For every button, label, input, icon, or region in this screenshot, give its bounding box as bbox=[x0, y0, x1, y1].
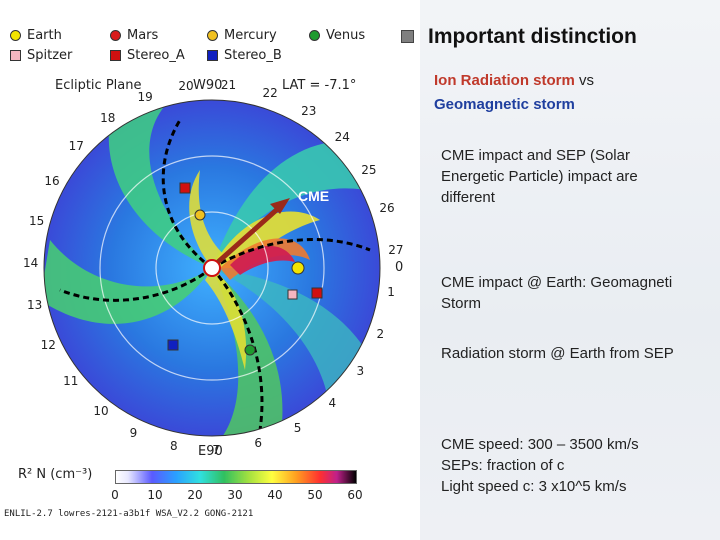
clock-tick-15: 15 bbox=[28, 213, 45, 228]
legend-label: Spitzer bbox=[27, 48, 73, 63]
spitzer-marker-icon bbox=[10, 50, 21, 61]
solar-wind-density-map bbox=[43, 99, 381, 437]
subtitle-radiation: Ion Radiation storm bbox=[434, 72, 575, 89]
clock-tick-23: 23 bbox=[301, 103, 317, 118]
clock-tick-10: 10 bbox=[93, 404, 109, 419]
para-line: CME impact @ Earth: Geomagneti bbox=[441, 274, 673, 291]
earth-marker-icon bbox=[10, 30, 21, 41]
clock-tick-12: 12 bbox=[40, 338, 56, 353]
legend-stereo-a: Stereo_A bbox=[110, 48, 185, 63]
clock-tick-20: 20 bbox=[178, 79, 194, 94]
legend-spitzer: Spitzer bbox=[10, 48, 72, 63]
slide-title: Important distinction bbox=[428, 25, 637, 48]
colorbar-tick-0: 0 bbox=[111, 488, 119, 502]
clock-tick-9: 9 bbox=[129, 426, 138, 441]
legend-mercury: Mercury bbox=[207, 28, 277, 43]
density-colorbar bbox=[115, 470, 357, 484]
clock-tick-21: 21 bbox=[220, 77, 237, 92]
spitzer-position-icon bbox=[287, 289, 298, 300]
cme-arrow-head-icon bbox=[270, 198, 290, 214]
model-footer: ENLIL-2.7 lowres-2121-a3b1f WSA_V2.2 GON… bbox=[4, 509, 254, 519]
clock-tick-8: 8 bbox=[170, 439, 178, 454]
legend-label: Earth bbox=[27, 28, 62, 43]
mercury-marker-icon bbox=[207, 30, 218, 41]
clock-tick-5: 5 bbox=[293, 420, 302, 435]
clock-tick-1: 1 bbox=[387, 285, 395, 300]
range-rings bbox=[99, 155, 325, 381]
clock-tick-19: 19 bbox=[137, 90, 153, 105]
clock-tick-27: 27 bbox=[388, 242, 404, 257]
plot-border bbox=[43, 99, 381, 437]
colorbar-tick-60: 60 bbox=[347, 488, 363, 502]
para-line: SEPs: fraction of c bbox=[441, 457, 565, 474]
cme-label: CME bbox=[298, 188, 330, 204]
lat-label: LAT = -7.1° bbox=[282, 78, 357, 93]
subtitle-line-1: Ion Radiation storm vs bbox=[434, 72, 594, 89]
colorbar-tick-40: 40 bbox=[267, 488, 283, 502]
zero-degree-label: 0 bbox=[395, 260, 404, 275]
sun-marker-icon bbox=[203, 259, 221, 277]
e90-label: E90 bbox=[198, 444, 223, 459]
legend-label: Mercury bbox=[224, 28, 277, 43]
clock-tick-25: 25 bbox=[361, 163, 377, 178]
colorbar-tick-20: 20 bbox=[187, 488, 203, 502]
para-speeds: CME speed: 300 – 3500 km/s SEPs: fractio… bbox=[441, 434, 639, 497]
slide-text-panel bbox=[420, 0, 720, 540]
para-line: Light speed c: 3 x10^5 km/s bbox=[441, 478, 627, 495]
stereo-a-marker-icon bbox=[110, 50, 121, 61]
para-cme-impact: CME impact @ Earth: Geomagneti Storm bbox=[441, 272, 672, 314]
venus-position-icon bbox=[244, 344, 256, 356]
clock-tick-18: 18 bbox=[100, 110, 116, 125]
para-line: CME impact and SEP (Solar bbox=[441, 147, 630, 164]
para-line: Energetic Particle) impact are bbox=[441, 168, 638, 185]
plane-label: Ecliptic Plane bbox=[55, 78, 142, 93]
clock-tick-7: 7 bbox=[212, 442, 221, 457]
para-line: different bbox=[441, 189, 495, 206]
legend-label: Stereo_B bbox=[224, 48, 282, 63]
clock-tick-14: 14 bbox=[23, 255, 39, 270]
clock-tick-13: 13 bbox=[26, 298, 43, 313]
venus-marker-icon bbox=[309, 30, 320, 41]
field-lines bbox=[59, 119, 371, 431]
stereo-b-marker-icon bbox=[207, 50, 218, 61]
colorbar-tick-50: 50 bbox=[307, 488, 323, 502]
w90-label: W90 bbox=[193, 78, 223, 93]
legend-earth: Earth bbox=[10, 28, 62, 43]
stereo-b-position-icon bbox=[167, 339, 179, 351]
mercury-position-icon bbox=[194, 209, 206, 221]
para-cme-sep-difference: CME impact and SEP (Solar Energetic Part… bbox=[441, 145, 638, 208]
legend-mars: Mars bbox=[110, 28, 158, 43]
colorbar-tick-30: 30 bbox=[227, 488, 243, 502]
colorbar-tick-10: 10 bbox=[147, 488, 163, 502]
legend-label: Mars bbox=[127, 28, 159, 43]
mars-marker-icon bbox=[110, 30, 121, 41]
subtitle-line-2: Geomagnetic storm bbox=[434, 96, 575, 113]
clock-tick-24: 24 bbox=[334, 129, 350, 144]
para-radiation-storm: Radiation storm @ Earth from SEP bbox=[441, 345, 674, 362]
clock-tick-11: 11 bbox=[63, 374, 79, 389]
clock-tick-6: 6 bbox=[254, 436, 263, 451]
legend-label: Venus bbox=[326, 28, 366, 43]
colorbar-title: R² N (cm⁻³) bbox=[18, 467, 93, 482]
legend-venus: Venus bbox=[309, 28, 365, 43]
clock-tick-17: 17 bbox=[68, 139, 84, 154]
para-line: CME speed: 300 – 3500 km/s bbox=[441, 436, 639, 453]
clock-tick-2: 2 bbox=[376, 326, 385, 341]
legend-label: Stereo_A bbox=[127, 48, 185, 63]
clock-tick-16: 16 bbox=[44, 174, 60, 189]
clock-tick-26: 26 bbox=[379, 201, 395, 216]
mars-position-icon bbox=[311, 287, 323, 299]
subtitle-vs: vs bbox=[574, 72, 595, 89]
clock-tick-22: 22 bbox=[262, 85, 278, 100]
bullet-square-icon bbox=[401, 30, 414, 43]
clock-tick-3: 3 bbox=[356, 364, 365, 379]
para-line: Storm bbox=[441, 295, 482, 312]
clock-tick-4: 4 bbox=[328, 395, 337, 410]
earth-position-icon bbox=[291, 261, 305, 275]
legend-stereo-b: Stereo_B bbox=[207, 48, 282, 63]
cme-arrow bbox=[216, 203, 284, 264]
stereo-a-position-icon bbox=[179, 182, 191, 194]
enlil-plot-panel: Earth Mars Mercury Venus Spitzer Stereo_… bbox=[4, 28, 404, 519]
